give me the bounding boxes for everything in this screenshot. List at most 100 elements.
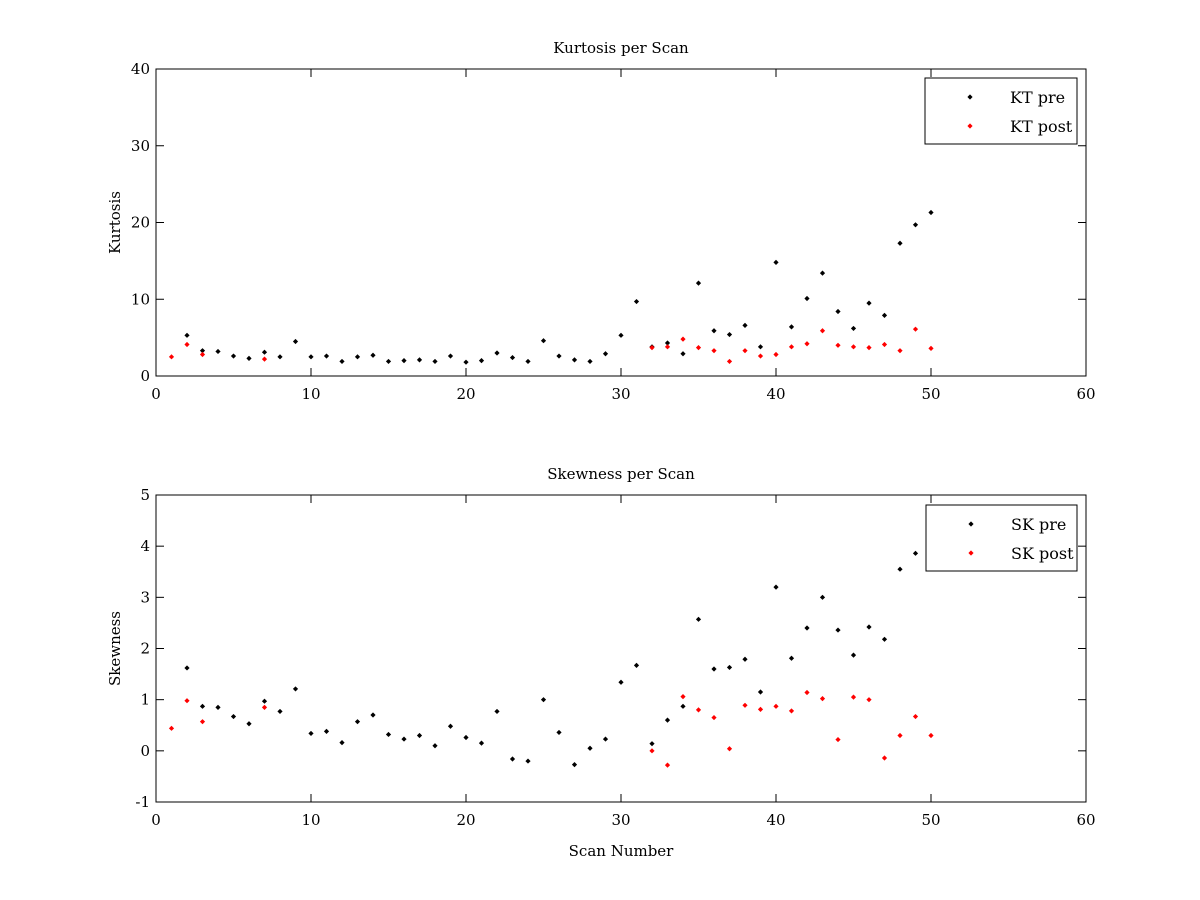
data-point <box>881 341 888 348</box>
legend-label: SK post <box>1011 544 1074 563</box>
data-point <box>447 353 454 359</box>
data-point <box>571 762 578 768</box>
data-point <box>664 340 671 346</box>
data-point <box>881 755 888 761</box>
data-point <box>401 358 407 364</box>
data-point <box>757 689 764 695</box>
data-point <box>215 348 221 355</box>
data-point <box>804 341 810 347</box>
data-point <box>354 719 361 725</box>
data-point <box>773 351 779 358</box>
x-tick-label: 10 <box>301 385 320 403</box>
data-point <box>463 734 469 741</box>
data-point <box>292 686 299 692</box>
data-point <box>199 351 206 358</box>
data-point <box>788 708 795 714</box>
data-point <box>261 356 268 362</box>
data-point <box>339 358 345 365</box>
data-point <box>664 717 671 723</box>
y-tick-label: 2 <box>140 640 150 658</box>
data-point <box>277 708 283 715</box>
data-point <box>540 338 547 344</box>
y-tick-label: 5 <box>140 486 150 504</box>
data-point <box>928 732 934 739</box>
data-point <box>292 338 299 345</box>
data-point <box>742 322 748 328</box>
data-point <box>788 344 795 350</box>
data-point <box>509 354 516 361</box>
legend-box <box>925 504 1078 572</box>
data-point <box>711 666 717 672</box>
data-point <box>773 259 779 266</box>
data-point <box>649 748 655 754</box>
y-tick-label: 4 <box>140 537 150 555</box>
data-point <box>819 270 826 276</box>
data-point <box>230 353 237 359</box>
data-point <box>850 652 857 658</box>
legend-marker <box>967 94 973 100</box>
y-tick-label: 30 <box>131 137 150 155</box>
data-point <box>370 712 376 718</box>
data-point <box>230 713 237 720</box>
data-point <box>277 354 283 360</box>
x-tick-label: 60 <box>1076 811 1095 829</box>
data-point <box>680 693 686 700</box>
data-point <box>494 350 500 356</box>
data-point <box>680 703 686 709</box>
data-point <box>478 740 485 746</box>
chart-title: Kurtosis per Scan <box>553 39 689 57</box>
x-tick-label: 50 <box>921 385 940 403</box>
data-point <box>788 655 795 661</box>
data-point <box>726 746 733 752</box>
x-tick-label: 30 <box>611 811 630 829</box>
x-tick-label: 10 <box>301 811 320 829</box>
data-point <box>602 351 609 357</box>
data-point <box>633 662 640 668</box>
data-point <box>447 723 454 729</box>
data-point <box>463 359 469 365</box>
data-point <box>912 550 919 556</box>
data-point <box>819 328 826 334</box>
legend-marker <box>968 550 974 556</box>
data-point <box>323 353 330 359</box>
x-tick-label: 60 <box>1076 385 1095 403</box>
legend: KT pre KT post <box>924 77 1078 145</box>
data-point <box>866 345 872 351</box>
data-point <box>680 351 686 357</box>
data-point <box>742 348 748 354</box>
data-point <box>897 348 903 354</box>
x-tick-label: 0 <box>151 385 161 403</box>
data-point <box>246 355 252 361</box>
series-1 <box>184 209 934 365</box>
data-point <box>215 704 221 710</box>
data-point <box>308 354 314 360</box>
x-tick-label: 40 <box>766 385 785 403</box>
y-tick-label: 1 <box>140 691 150 709</box>
y-tick-label: -1 <box>135 793 150 811</box>
y-tick-label: 10 <box>131 290 150 308</box>
data-point <box>695 707 702 713</box>
y-tick-label: 0 <box>140 742 150 760</box>
x-tick-label: 30 <box>611 385 630 403</box>
series-2 <box>168 326 934 365</box>
y-axis-label: Skewness <box>106 611 124 686</box>
data-point <box>850 344 857 350</box>
data-point <box>711 328 717 334</box>
data-point <box>835 308 841 315</box>
data-point <box>804 295 810 302</box>
data-point <box>881 636 888 642</box>
data-point <box>897 732 903 739</box>
data-point <box>571 357 578 363</box>
data-point <box>184 341 190 348</box>
data-point <box>897 566 903 572</box>
data-point <box>850 694 857 700</box>
data-point <box>757 344 764 350</box>
data-point <box>726 331 733 338</box>
data-point <box>726 358 733 365</box>
data-point <box>649 741 655 747</box>
subplot-1: 0 10 20 30 40 50 60 0 10 20 30 40 Kurtosis per Scan K… <box>106 39 1096 403</box>
data-point <box>184 332 190 338</box>
data-point <box>246 721 252 727</box>
